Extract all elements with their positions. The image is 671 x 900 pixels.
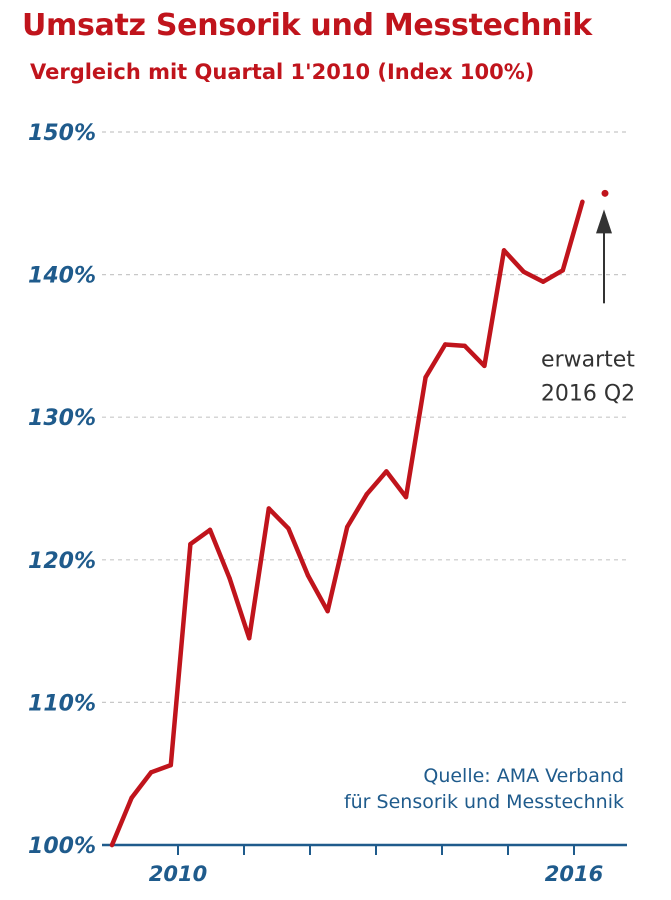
y-tick-label-130: 130%: [28, 406, 96, 431]
y-axis-ticks: 100% 110% 120% 130% 140% 150%: [28, 121, 96, 859]
y-tick-label-110: 110%: [28, 691, 96, 716]
data-point-15: [403, 494, 409, 500]
data-point-10: [305, 573, 311, 578]
expected-annotation: erwartet 2016 Q2: [541, 209, 635, 406]
data-point-13: [364, 492, 369, 497]
annotation-label-line1: erwartet: [541, 347, 635, 372]
y-tick-label-100: 100%: [28, 834, 96, 859]
data-point-7: [247, 636, 252, 641]
expected-point: [601, 189, 609, 197]
gridlines: [102, 131, 627, 704]
series-layer: [109, 189, 609, 848]
data-point-2: [149, 770, 154, 775]
data-point-3: [168, 762, 173, 768]
y-tick-label-150: 150%: [28, 121, 96, 146]
data-point-11: [325, 608, 330, 614]
data-point-18: [462, 343, 467, 349]
x-axis: 2010 2016: [102, 843, 627, 886]
data-point-14: [384, 469, 389, 474]
data-point-6: [227, 576, 232, 581]
y-tick-label-120: 120%: [28, 549, 96, 574]
y-tick-label-140: 140%: [28, 264, 96, 289]
annotation-label-line2: 2016 Q2: [541, 381, 635, 406]
data-point-1: [129, 795, 134, 801]
data-point-8: [266, 506, 271, 511]
chart-title: Umsatz Sensorik und Messtechnik: [22, 8, 592, 43]
data-point-12: [345, 524, 350, 530]
series-line-0: [109, 199, 585, 848]
annotation-arrow-head: [596, 209, 612, 234]
data-point-17: [443, 342, 448, 347]
x-tick-label-2010: 2010: [149, 862, 207, 886]
data-point-23: [560, 268, 565, 273]
data-point-0: [109, 842, 115, 848]
data-point-24: [580, 199, 585, 205]
data-point-4: [188, 541, 193, 547]
x-tick-label-2016: 2016: [545, 862, 603, 886]
data-point-5: [207, 527, 213, 533]
source-line1: Quelle: AMA Verband: [423, 765, 624, 787]
data-point-22: [541, 279, 546, 284]
source-note: Quelle: AMA Verband für Sensorik und Mes…: [344, 765, 624, 813]
data-point-21: [521, 269, 526, 274]
data-point-9: [286, 526, 291, 531]
source-line2: für Sensorik und Messtechnik: [344, 791, 624, 813]
data-point-20: [501, 248, 507, 253]
data-point-19: [482, 363, 487, 369]
data-point-16: [423, 375, 428, 380]
chart-subtitle: Vergleich mit Quartal 1'2010 (Index 100%…: [30, 60, 535, 84]
